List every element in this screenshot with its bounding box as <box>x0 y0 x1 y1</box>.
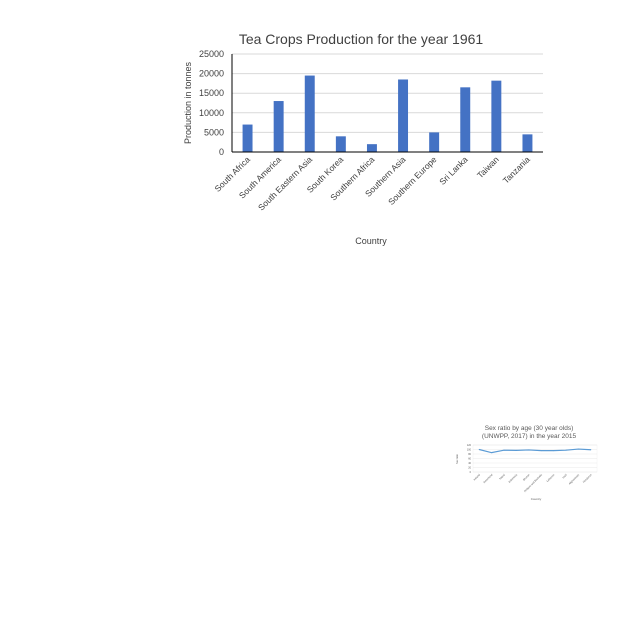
bar <box>304 75 315 152</box>
mini-x-tick-labels: Ireland Swaziland Nepal Indonesia BhutanAnti… <box>472 472 593 493</box>
mini-chart-title-line-1: Sex ratio by age (30 year olds) <box>485 425 574 432</box>
mini-chart-title-line-2: (UNWPP, 2017) in the year 2015 <box>482 433 577 440</box>
y-tick-label: 10000 <box>199 108 224 118</box>
bar <box>398 79 409 152</box>
mini-x-axis-label: Country <box>531 497 542 501</box>
bar <box>429 132 440 152</box>
mini-y-tick-label: 20 <box>468 467 471 470</box>
mini-x-tick-label: Bhutan <box>522 472 531 481</box>
y-tick-label: 25000 <box>199 49 224 59</box>
mini-x-tick-label: Haiti <box>561 473 568 480</box>
mini-x-tick-label: Lebanon <box>545 472 555 482</box>
sex-ratio-point <box>503 449 505 451</box>
mini-x-tick-label: Ireland <box>472 472 481 481</box>
sex-ratio-point <box>540 450 542 452</box>
mini-x-tick-label: Nepal <box>498 473 506 481</box>
sex-ratio-point <box>528 449 530 451</box>
mini-x-tick-label: Afghanistan <box>568 472 581 485</box>
mini-x-tick-label: Honduras <box>582 472 593 483</box>
sex-ratio-point <box>565 449 567 451</box>
mini-x-tick-label: Indonesia <box>507 472 518 483</box>
bars <box>242 75 533 152</box>
mini-x-tick-label: Swaziland <box>482 472 494 484</box>
y-tick-label: 15000 <box>199 88 224 98</box>
bar <box>491 80 502 152</box>
y-axis-label: Production in tonnes <box>183 61 193 144</box>
y-tick-label: 5000 <box>204 127 224 137</box>
chart-title: Tea Crops Production for the year 1961 <box>239 31 484 47</box>
sex-ratio-point <box>515 449 517 451</box>
y-gridlines <box>232 53 543 133</box>
y-tick-label: 20000 <box>199 69 224 79</box>
mini-y-tick-label: 120 <box>467 444 472 447</box>
mini-y-tick-label: 100 <box>467 449 472 452</box>
sex-ratio-point <box>491 452 493 454</box>
bar <box>366 144 377 152</box>
bar <box>335 136 346 152</box>
sex-ratio-series-line <box>479 448 591 454</box>
mini-y-tick-label: 80 <box>468 453 471 456</box>
bar <box>460 87 471 152</box>
mini-y-axis-label: Sex ratio <box>456 453 459 463</box>
sex-ratio-point <box>577 448 579 450</box>
y-tick-label: 0 <box>219 147 224 157</box>
bar <box>273 101 284 152</box>
y-tick-labels: 0 5000 10000 15000 20000 25000 <box>199 49 224 157</box>
sex-ratio-point <box>478 449 480 450</box>
bar <box>242 124 253 152</box>
mini-y-tick-label: 40 <box>468 462 471 465</box>
mini-y-tick-label: 0 <box>470 471 472 474</box>
sex-ratio-point <box>590 449 592 451</box>
sex-ratio-point <box>553 450 555 452</box>
bar <box>522 134 533 152</box>
x-axis-label: Country <box>355 236 387 246</box>
sex-ratio-series-points <box>478 448 592 454</box>
mini-y-tick-label: 60 <box>468 458 471 461</box>
